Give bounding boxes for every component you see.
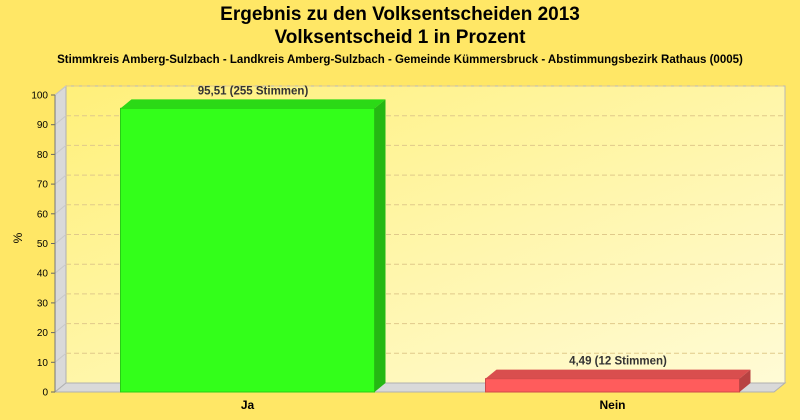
y-tick-label: 20 xyxy=(37,328,49,339)
gridline-wall xyxy=(54,85,67,96)
gridline-wall xyxy=(54,234,67,244)
chart-title-2: Volksentscheid 1 in Prozent xyxy=(274,27,526,48)
y-tick-label: 70 xyxy=(37,180,49,191)
y-tick-label: 30 xyxy=(37,298,49,309)
chart-title: Ergebnis zu den Volksentscheiden 2013 xyxy=(220,4,580,25)
y-tick-label: 50 xyxy=(37,239,49,250)
bar-side-ja xyxy=(374,99,386,392)
gridline-wall xyxy=(54,293,67,304)
data-label: 95,51 (255 Stimmen) xyxy=(198,85,309,97)
bar-top-nein xyxy=(485,369,751,379)
y-tick-label: 100 xyxy=(31,91,48,102)
gridline-wall xyxy=(54,145,67,155)
y-tick-label: 90 xyxy=(37,120,49,131)
x-tick-label: Nein xyxy=(599,398,625,412)
data-label: 4,49 (12 Stimmen) xyxy=(569,356,667,368)
y-axis-label: % xyxy=(11,232,25,243)
y-tick-label: 80 xyxy=(37,150,49,161)
y-tick-label: 60 xyxy=(37,209,49,220)
gridline-wall xyxy=(54,352,67,363)
bar-side-nein xyxy=(739,369,751,392)
bar-top-ja xyxy=(120,99,386,109)
y-tick-label: 0 xyxy=(42,388,48,399)
gridline-wall xyxy=(54,323,67,333)
y-tick-label: 40 xyxy=(37,269,49,280)
y-tick-label: 10 xyxy=(37,358,49,369)
bar-ja xyxy=(120,107,375,393)
bar-nein xyxy=(485,378,740,393)
gridline-wall xyxy=(54,115,67,126)
chart-subtitle: Stimmkreis Amberg-Sulzbach - Landkreis A… xyxy=(57,54,743,66)
gridline-wall xyxy=(54,174,67,185)
gridline-wall xyxy=(54,263,67,274)
gridline-wall xyxy=(54,204,67,215)
x-tick-label: Ja xyxy=(241,398,255,412)
